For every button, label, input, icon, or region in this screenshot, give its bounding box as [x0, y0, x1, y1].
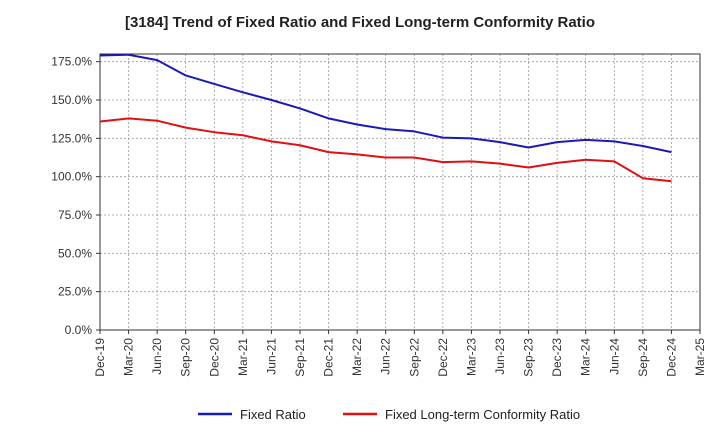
x-tick-label: Jun-21 [264, 338, 278, 375]
x-tick-label: Mar-24 [579, 338, 593, 376]
x-tick-label: Dec-19 [93, 338, 107, 377]
grid-layer [99, 54, 701, 331]
legend-label-1: Fixed Ratio [240, 407, 306, 422]
x-tick-label: Jun-23 [493, 338, 507, 375]
series-layer [99, 53, 672, 183]
legend-layer: Fixed Ratio Fixed Long-term Conformity Ra… [198, 407, 580, 422]
chart-title: [3184] Trend of Fixed Ratio and Fixed Lo… [124, 14, 596, 31]
x-tick-label: Sep-21 [293, 338, 307, 377]
x-tick-label: Dec-20 [207, 338, 221, 377]
x-tick-label: Dec-23 [550, 338, 564, 377]
x-tick-label: Dec-22 [436, 338, 450, 377]
x-tick-label: Sep-24 [636, 338, 650, 377]
x-tick-label: Jun-24 [607, 338, 621, 375]
y-tick-label: 125.0% [51, 131, 92, 145]
series-line-2 [99, 117, 672, 183]
axis-layer: 0.0% 25.0% 50.0% 75.0% 100.0% 125.0% 150.0% 175… [51, 53, 707, 377]
x-tick-label: Dec-24 [664, 338, 678, 377]
y-tick-label: 50.0% [58, 246, 92, 260]
x-tick-label: Sep-23 [522, 338, 536, 377]
y-tick-label: 25.0% [58, 285, 92, 299]
x-tick-label: Dec-21 [322, 338, 336, 377]
y-tick-label: 175.0% [51, 55, 92, 69]
plot-frame [99, 53, 701, 331]
legend-label-2: Fixed Long-term Conformity Ratio [385, 407, 580, 422]
x-tick-label: Mar-25 [693, 338, 707, 376]
x-tick-label: Mar-21 [236, 338, 250, 376]
y-tick-label: 75.0% [58, 208, 92, 222]
y-tick-label: 100.0% [51, 170, 92, 184]
x-tick-label: Mar-20 [122, 338, 136, 376]
x-tick-label: Mar-22 [350, 338, 364, 376]
series-line-1 [99, 53, 672, 154]
x-tick-label: Jun-22 [379, 338, 393, 375]
x-tick-label: Sep-22 [407, 338, 421, 377]
y-tick-label: 150.0% [51, 93, 92, 107]
x-tick-label: Sep-20 [179, 338, 193, 377]
x-tick-label: Jun-20 [150, 338, 164, 375]
y-tick-label: 0.0% [65, 323, 93, 337]
x-tick-label: Mar-23 [464, 338, 478, 376]
